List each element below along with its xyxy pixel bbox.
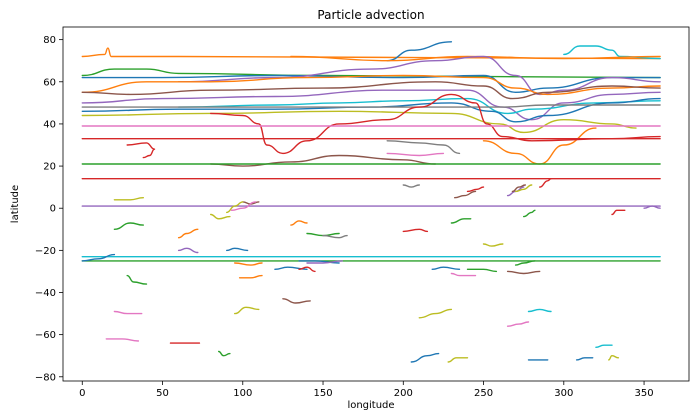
trajectory-5: [81, 74, 661, 93]
trajectory-79: [643, 205, 661, 209]
trajectory-40: [210, 213, 231, 220]
trajectory-64: [282, 298, 311, 304]
trajectory-59: [466, 268, 498, 273]
y-tick-label: 0: [50, 204, 56, 215]
y-tick-label: −40: [35, 288, 56, 299]
trajectory-8: [81, 81, 661, 100]
trajectory-18: [126, 142, 156, 159]
y-tick-label: −20: [35, 246, 56, 257]
trajectory-3: [290, 55, 661, 62]
trajectory-47: [482, 243, 504, 247]
trajectory-27: [113, 197, 144, 201]
x-tick-label: 150: [313, 388, 332, 399]
x-tick-label: 350: [635, 388, 654, 399]
y-axis-label: latitude: [10, 185, 21, 223]
plot-frame: [62, 26, 690, 382]
trajectory-73: [410, 352, 440, 363]
trajectory-43: [322, 234, 348, 239]
trajectory-38: [113, 222, 144, 230]
y-tick-label: 20: [43, 162, 56, 173]
trajectory-61: [514, 260, 536, 266]
trajectory-45: [450, 218, 472, 224]
x-tick-label: 100: [233, 388, 252, 399]
trajectory-67: [527, 308, 552, 313]
trajectory-50: [81, 253, 116, 262]
trajectory-35: [539, 178, 552, 188]
trajectory-36: [514, 184, 533, 193]
y-tick-label: 40: [43, 119, 56, 130]
trajectory-46: [523, 209, 536, 218]
trajectory-55: [298, 266, 316, 273]
trajectory-37: [402, 184, 420, 188]
x-axis-label: longitude: [347, 400, 394, 411]
trajectory-53: [306, 260, 343, 264]
trajectory-49: [177, 247, 199, 254]
trajectory-72: [595, 344, 613, 348]
trajectory-39: [177, 228, 199, 239]
trajectory-63: [234, 306, 260, 315]
y-tick-label: −60: [35, 330, 56, 341]
trajectory-19: [210, 154, 437, 167]
trajectory-51: [234, 262, 263, 266]
trajectory-4: [81, 68, 661, 79]
y-tick-label: −80: [35, 372, 56, 383]
trajectory-9: [81, 89, 661, 121]
y-tick-label: 60: [43, 77, 56, 88]
trajectory-41: [290, 220, 308, 226]
x-tick-label: 300: [554, 388, 573, 399]
trajectory-15: [210, 93, 661, 155]
trajectory-69: [105, 338, 140, 342]
trajectory-6: [177, 55, 661, 96]
trajectory-44: [402, 228, 429, 233]
trajectory-78: [611, 209, 626, 216]
trajectory-34: [511, 184, 526, 193]
trajectory-74: [447, 357, 469, 363]
trajectory-71: [218, 350, 231, 357]
x-tick-label: 50: [156, 388, 169, 399]
x-axis: 0 50 100 150 200 250 300 350: [79, 381, 654, 399]
trajectory-62: [126, 274, 148, 285]
trajectory-20: [386, 152, 445, 157]
trajectory-76: [575, 357, 594, 361]
trajectory-77: [608, 355, 620, 361]
x-tick-label: 0: [79, 388, 85, 399]
trajectory-11: [81, 97, 661, 123]
trajectory-29: [226, 201, 244, 214]
x-tick-label: 250: [474, 388, 493, 399]
series-layer: [81, 41, 661, 363]
trajectory-1: [386, 41, 453, 62]
trajectory-21: [386, 140, 461, 155]
plot-area: [81, 41, 661, 363]
trajectory-30: [230, 201, 257, 211]
trajectory-7: [81, 74, 661, 96]
trajectory-65: [113, 310, 143, 315]
trajectory-68: [506, 321, 530, 327]
chart-title: Particle advection: [317, 8, 424, 22]
trajectory-31: [454, 190, 477, 199]
y-axis: −80 −60 −40 −20 0 20 40 60 80: [35, 35, 63, 383]
trajectory-60: [506, 270, 541, 275]
trajectory-32: [466, 186, 485, 193]
trajectory-56: [238, 274, 263, 279]
trajectory-66: [418, 308, 453, 319]
y-tick-label: 80: [43, 35, 56, 46]
x-tick-label: 200: [394, 388, 413, 399]
trajectory-57: [431, 266, 461, 270]
trajectory-48: [226, 247, 249, 252]
trajectory-58: [450, 272, 477, 277]
